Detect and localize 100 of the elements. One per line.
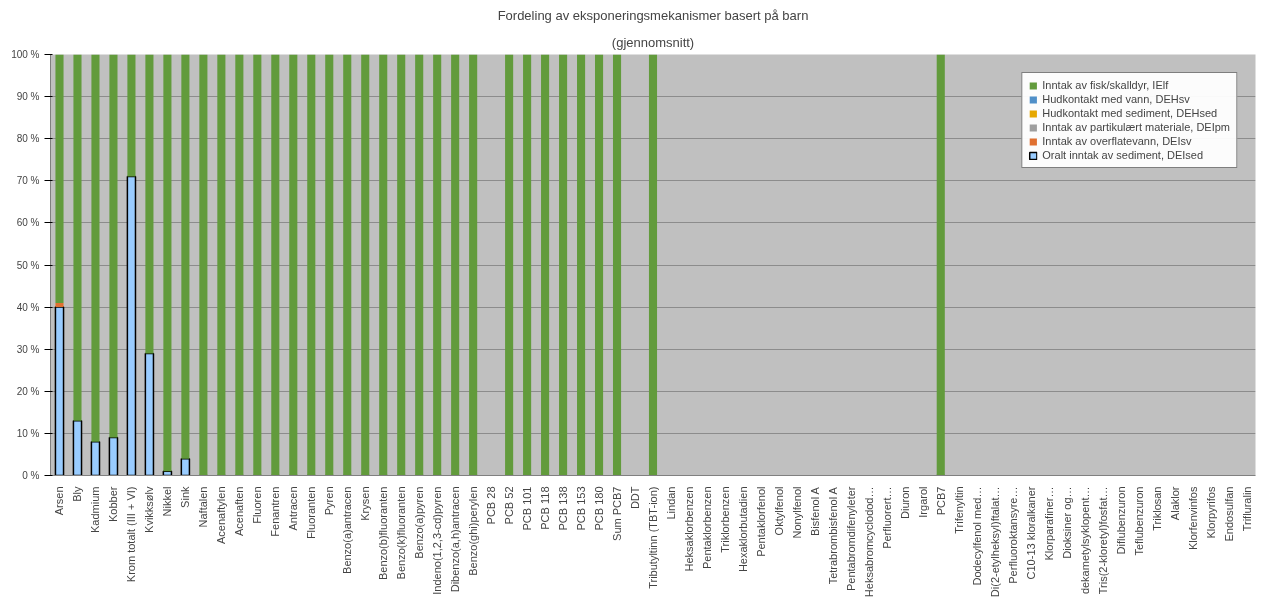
x-tick-label: Bisfenol A [808, 486, 821, 537]
x-tick-label: Benzo(a)pyren [413, 486, 426, 559]
y-tick-label: 60 % [16, 217, 40, 229]
bar [55, 302, 64, 308]
x-tick-label: Krysen [359, 486, 372, 521]
x-tick-label: Perfluorert… [880, 486, 893, 549]
bar [415, 54, 424, 476]
bar [289, 54, 298, 476]
y-tick-label: 90 % [16, 91, 40, 103]
x-tick-label: Heksaklorbenzen [682, 486, 695, 572]
x-tick-label: Fluoren [251, 486, 264, 524]
bar [325, 54, 334, 476]
x-tick-label: PCB7 [934, 486, 947, 516]
x-tick-label: Pentaklorfenol [754, 486, 767, 557]
x-tick-label: Oktylfenol [772, 486, 785, 536]
y-tick-label: 50 % [16, 259, 40, 271]
x-tick-label: Nikkel [161, 486, 174, 517]
bar [433, 54, 442, 476]
x-tick-label: Krom totalt (III + VI) [125, 486, 138, 583]
x-tick-label: Arsen [53, 486, 66, 516]
bar [469, 54, 478, 476]
x-tick-label: Benzo(b)fluoranten [377, 486, 390, 581]
bar [595, 54, 604, 476]
x-tick-label: Endosulfan [1222, 486, 1235, 542]
chart-subtitle: (gjennomsnitt) [611, 34, 695, 50]
y-tick-label: 70 % [16, 175, 40, 187]
bar [379, 54, 388, 476]
bar [235, 54, 244, 476]
bar [127, 54, 136, 177]
bar [936, 54, 945, 476]
bar [343, 54, 352, 476]
bar [109, 54, 118, 438]
x-tick-label: Teflubenzuron [1132, 486, 1145, 556]
x-tick-label: Fenantren [269, 486, 282, 537]
x-tick-label: Bly [71, 486, 84, 502]
y-tick-label: 40 % [16, 301, 40, 313]
x-tick-label: DDT [629, 486, 642, 510]
x-tick-label: Benzo(k)fluoranten [395, 486, 408, 580]
bar [54, 306, 65, 476]
x-tick-label: dekametylsyklopent… [1078, 486, 1091, 595]
x-tick-label: Indeno(1,2,3-cd)pyren [431, 486, 444, 595]
y-tick-label: 80 % [16, 133, 40, 145]
bar [73, 54, 82, 421]
legend-label: Hudkontakt med vann, DEHsv [1042, 93, 1190, 105]
x-tick-label: Klorpyrifos [1204, 486, 1217, 539]
bar [181, 54, 190, 459]
legend-label: Inntak av overflatevann, DEIsv [1042, 135, 1192, 147]
x-tick-label: Di(2-etylheksyl)ftalat… [988, 486, 1001, 598]
bar [91, 54, 100, 442]
legend-label: Hudkontakt med sediment, DEHsed [1042, 107, 1218, 119]
x-tick-label: Naftalen [197, 486, 210, 528]
x-tick-label: Triklorbenzen [718, 486, 731, 553]
x-tick-label: Trifluralin [1240, 486, 1253, 532]
x-tick-label: PCB 101 [521, 486, 534, 531]
y-tick-label: 20 % [16, 385, 40, 397]
x-tick-label: Triklosan [1150, 486, 1163, 531]
x-tick-label: Pentaklorbenzen [700, 486, 713, 570]
x-tick-label: Perfluoroktansyre… [1006, 486, 1019, 584]
x-tick-label: Dibenzo(a,h)antracen [449, 486, 462, 593]
bar [505, 54, 514, 476]
x-tick-label: Hexaklorbutadien [736, 486, 749, 573]
bar [217, 54, 226, 476]
bar [271, 54, 280, 476]
x-tick-label: Klorparafiner… [1042, 486, 1055, 561]
x-tick-label: Dioksiner og… [1060, 486, 1073, 559]
chart-title: Fordeling av eksponeringsmekanismer basert på barn [497, 7, 809, 23]
x-tick-label: Acenaften [233, 486, 246, 537]
x-tick-label: Nonylfenol [790, 486, 803, 539]
bar [451, 54, 460, 476]
x-tick-label: Pyren [323, 486, 336, 516]
y-tick-label: 0 % [22, 470, 40, 481]
bar [523, 54, 532, 476]
x-tick-label: Acenaftylen [215, 486, 228, 544]
x-tick-label: Fluoranten [305, 486, 318, 540]
bar [559, 54, 568, 476]
x-tick-label: Pentabromdifenyleter [844, 486, 857, 592]
x-tick-label: Klorfenvinfos [1186, 486, 1199, 551]
bar [90, 441, 101, 476]
legend-label: Inntak av partikulært materiale, DEIpm [1042, 121, 1230, 133]
x-tick-label: Benzo(ghi)perylen [467, 486, 480, 576]
bar [307, 54, 316, 476]
x-tick-label: Sum PCB7 [611, 486, 624, 541]
bar [163, 54, 172, 472]
x-tick-label: Diflubenzuron [1114, 486, 1127, 555]
legend-label: Inntak av fisk/skalldyr, IElf [1042, 79, 1169, 91]
x-tick-label: Irgarol [916, 486, 929, 518]
bar [72, 420, 83, 476]
bar [361, 54, 370, 476]
x-tick-label: Tributyltinn (TBT-ion) [647, 486, 659, 589]
bar [145, 54, 154, 354]
x-tick-label: Diuron [898, 486, 911, 519]
bar [541, 54, 550, 476]
bar [108, 436, 119, 476]
x-tick-label: Benzo(a)antracen [341, 486, 354, 574]
bar [144, 352, 155, 476]
x-tick-label: Tris(2-kloretyl)fosfat… [1096, 486, 1109, 595]
x-tick-label: Kobber [107, 486, 120, 522]
x-tick-label: Tetrabrombisfenol A [826, 486, 839, 585]
x-tick-label: PCB 153 [575, 486, 588, 531]
x-tick-label: Trifenyltin [952, 486, 965, 534]
